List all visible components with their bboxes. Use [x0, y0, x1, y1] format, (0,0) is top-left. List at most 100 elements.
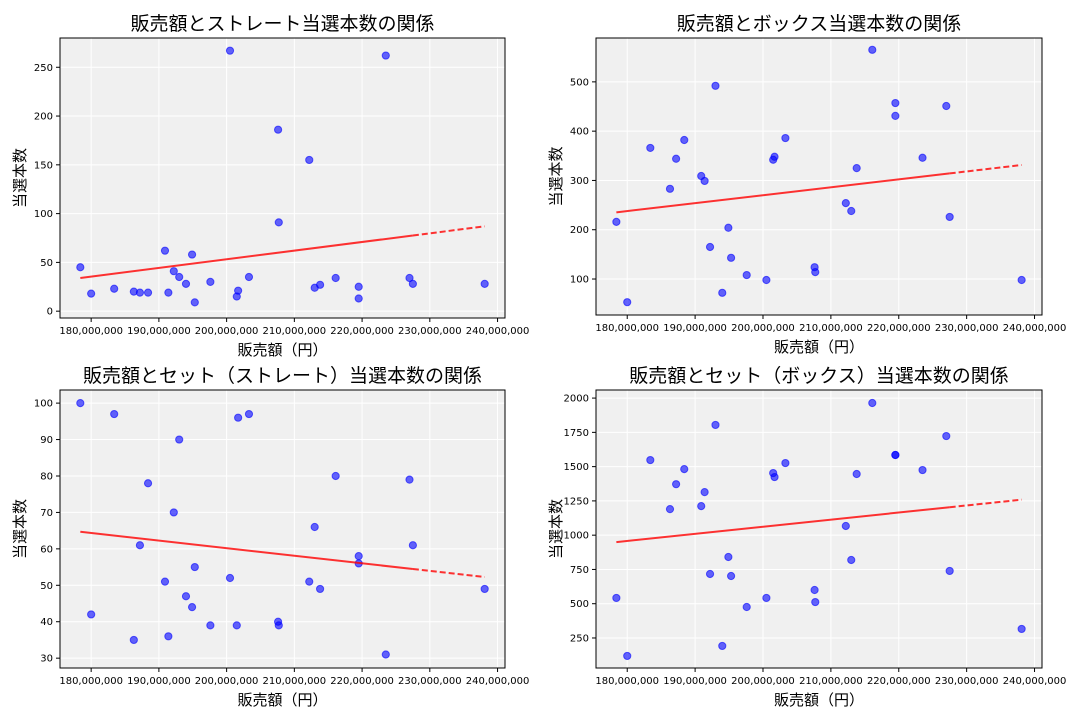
y-tick-label: 250	[34, 63, 53, 74]
data-point	[762, 275, 771, 285]
y-tick-label: 300	[570, 176, 589, 187]
x-tick-label: 200,000,000	[731, 323, 795, 334]
y-tick-label: 250	[570, 633, 589, 644]
data-point	[274, 621, 283, 630]
data-point	[697, 502, 706, 511]
data-point	[190, 562, 199, 572]
x-tick-label: 190,000,000	[127, 326, 191, 337]
trendline	[80, 530, 413, 570]
subplot-3: 180,000,000 190,000,000 200,000,000 210,000…	[11, 365, 529, 709]
data-point	[724, 552, 733, 562]
x-tick-label: 240,000,000	[466, 676, 530, 687]
data-point	[76, 263, 85, 272]
data-point	[770, 472, 779, 482]
trendline	[80, 234, 414, 279]
data-point	[918, 153, 927, 162]
data-point	[480, 279, 489, 288]
y-tick-label: 150	[34, 160, 53, 171]
data-point	[711, 81, 720, 90]
plot-area	[60, 38, 505, 318]
x-tick-label: 190,000,000	[127, 676, 191, 687]
x-axis-label: 販売額（円）	[774, 691, 864, 709]
data-point	[408, 279, 417, 288]
data-point	[315, 584, 325, 594]
chart-title: 販売額とボックス当選本数の関係	[677, 13, 961, 35]
data-point	[181, 279, 191, 288]
data-point	[612, 593, 621, 603]
x-tick-label: 230,000,000	[398, 326, 462, 337]
x-axis-label: 販売額（円）	[237, 691, 327, 709]
data-point	[680, 464, 689, 474]
data-point	[781, 458, 790, 468]
data-point	[354, 552, 363, 561]
data-point	[612, 217, 621, 226]
data-point	[841, 199, 850, 208]
data-point	[405, 475, 414, 484]
axes-frame	[595, 37, 1043, 316]
data-point	[811, 597, 820, 607]
axes-frame	[595, 389, 1043, 669]
y-tick-label: 1250	[564, 496, 589, 507]
data-point	[187, 250, 197, 259]
x-tick-label: 210,000,000	[263, 676, 327, 687]
x-axis-label: 販売額（円）	[237, 341, 327, 359]
data-point	[225, 573, 235, 583]
data-point	[781, 133, 790, 143]
chart-title: 販売額とセット（ストレート）当選本数の関係	[83, 365, 482, 387]
y-axis-label: 当選本数	[547, 499, 565, 559]
data-point	[623, 651, 632, 661]
y-tick-label: 80	[40, 471, 53, 482]
data-point	[726, 253, 736, 262]
data-point	[273, 125, 283, 134]
data-point	[87, 610, 96, 619]
y-tick-label: 50	[40, 258, 53, 269]
y-axis-label: 当選本数	[11, 499, 29, 559]
x-tick-label: 180,000,000	[59, 326, 123, 337]
x-tick-label: 210,000,000	[263, 326, 327, 337]
data-point	[646, 455, 655, 465]
x-tick-label: 180,000,000	[59, 676, 123, 687]
y-tick-label: 40	[40, 617, 53, 628]
data-point	[234, 286, 243, 295]
trendline-extension	[949, 498, 1022, 509]
data-point	[700, 488, 709, 497]
data-point	[942, 431, 951, 441]
data-point	[718, 641, 727, 651]
data-point	[672, 480, 681, 489]
data-point	[623, 298, 632, 307]
data-point	[852, 164, 861, 173]
data-point	[705, 569, 715, 579]
data-point	[169, 267, 178, 276]
data-point	[305, 155, 314, 165]
chart-title: 販売額とストレート当選本数の関係	[130, 13, 434, 35]
data-point	[762, 593, 771, 603]
y-tick-label: 1500	[564, 462, 589, 473]
data-point	[187, 603, 197, 612]
chart-title: 販売額とセット（ボックス）当選本数の関係	[629, 365, 1008, 387]
data-point	[680, 135, 689, 145]
data-point	[646, 143, 655, 153]
data-point	[234, 413, 243, 422]
data-point	[160, 246, 170, 255]
x-axis-label: 販売額（円）	[774, 338, 864, 356]
y-tick-label: 50	[40, 581, 53, 592]
data-point	[868, 398, 877, 408]
subplot-4: 180,000,000 190,000,000 200,000,000 210,000…	[547, 365, 1066, 709]
x-tick-label: 230,000,000	[935, 676, 999, 687]
subplot-2: 180,000,000 190,000,000 200,000,000 210,000…	[547, 13, 1066, 356]
y-tick-label: 100	[570, 275, 589, 286]
x-tick-label: 220,000,000	[867, 323, 931, 334]
trendline	[616, 506, 950, 544]
data-point	[310, 522, 319, 532]
data-point	[331, 471, 340, 481]
data-point	[700, 176, 709, 186]
y-tick-label: 200	[34, 112, 53, 123]
y-tick-label: 400	[570, 127, 589, 138]
x-tick-label: 200,000,000	[195, 676, 259, 687]
axes-frame	[59, 389, 506, 669]
plot-area	[596, 38, 1042, 315]
data-point	[110, 284, 119, 293]
data-point	[381, 650, 390, 659]
y-tick-label: 1750	[564, 428, 589, 439]
